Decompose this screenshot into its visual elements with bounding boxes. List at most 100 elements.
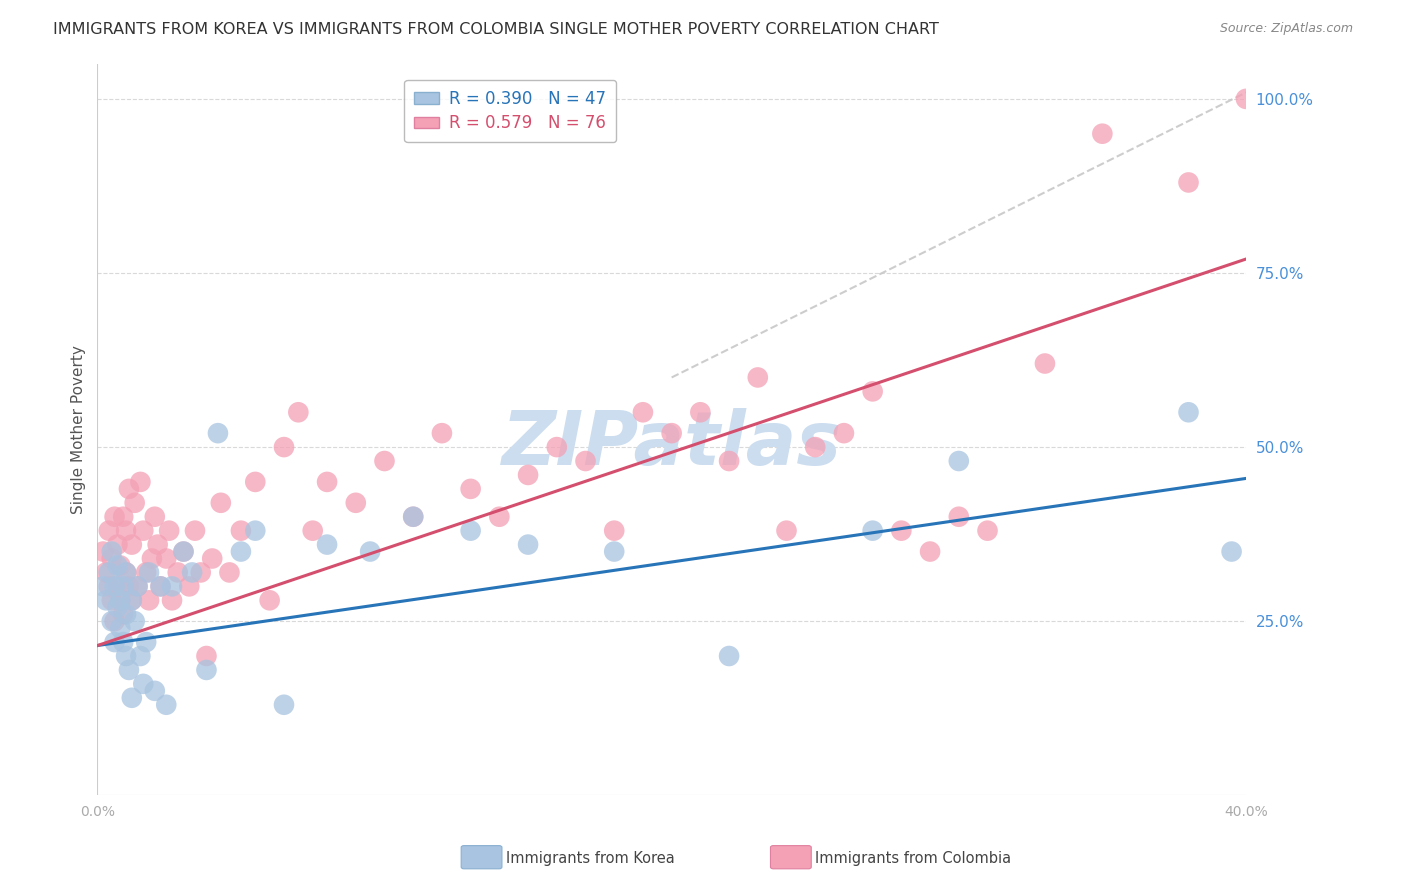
Point — [832, 426, 855, 441]
Point — [166, 566, 188, 580]
Legend: R = 0.390   N = 47, R = 0.579   N = 76: R = 0.390 N = 47, R = 0.579 N = 76 — [405, 79, 616, 143]
Point — [103, 614, 125, 628]
Point — [107, 600, 129, 615]
Point — [718, 648, 741, 663]
Point — [149, 579, 172, 593]
Point — [1033, 357, 1056, 371]
Point — [146, 538, 169, 552]
Point — [160, 593, 183, 607]
Point — [115, 566, 138, 580]
Point — [138, 593, 160, 607]
Point — [138, 566, 160, 580]
Point — [373, 454, 395, 468]
Point — [132, 524, 155, 538]
Point — [97, 579, 120, 593]
Point — [1177, 405, 1199, 419]
Point — [402, 509, 425, 524]
Point — [94, 593, 117, 607]
Y-axis label: Single Mother Poverty: Single Mother Poverty — [72, 345, 86, 514]
Point — [100, 551, 122, 566]
Point — [1220, 544, 1243, 558]
Point — [157, 524, 180, 538]
Point — [100, 614, 122, 628]
Text: Source: ZipAtlas.com: Source: ZipAtlas.com — [1219, 22, 1353, 36]
Point — [245, 475, 267, 489]
Text: Immigrants from Korea: Immigrants from Korea — [506, 851, 675, 865]
Point — [195, 648, 218, 663]
Point — [862, 524, 884, 538]
Point — [603, 544, 626, 558]
Point — [118, 579, 141, 593]
Point — [110, 593, 132, 607]
Point — [1177, 176, 1199, 190]
Point — [100, 544, 122, 558]
Point — [201, 551, 224, 566]
Point — [920, 544, 942, 558]
Point — [207, 426, 229, 441]
Point — [127, 579, 149, 593]
Point — [121, 593, 143, 607]
Text: IMMIGRANTS FROM KOREA VS IMMIGRANTS FROM COLOMBIA SINGLE MOTHER POVERTY CORRELAT: IMMIGRANTS FROM KOREA VS IMMIGRANTS FROM… — [53, 22, 939, 37]
Point — [689, 405, 711, 419]
Point — [631, 405, 654, 419]
Point — [546, 440, 568, 454]
Point — [112, 509, 135, 524]
Point — [430, 426, 453, 441]
Point — [103, 635, 125, 649]
Point — [245, 524, 267, 538]
Point — [460, 524, 482, 538]
Point — [181, 566, 204, 580]
Point — [976, 524, 998, 538]
Point — [273, 440, 295, 454]
Point — [121, 593, 143, 607]
Point — [132, 677, 155, 691]
Point — [112, 607, 135, 622]
Point — [107, 579, 129, 593]
Point — [747, 370, 769, 384]
Point — [112, 635, 135, 649]
Point — [115, 524, 138, 538]
Text: ZIPatlas: ZIPatlas — [502, 408, 842, 481]
Point — [118, 663, 141, 677]
Point — [143, 509, 166, 524]
Point — [124, 614, 146, 628]
Point — [804, 440, 827, 454]
Point — [218, 566, 240, 580]
Point — [890, 524, 912, 538]
Point — [259, 593, 281, 607]
Point — [115, 648, 138, 663]
Point — [155, 551, 177, 566]
Point — [135, 635, 157, 649]
Point — [115, 566, 138, 580]
Point — [103, 579, 125, 593]
Point — [359, 544, 381, 558]
Point — [173, 544, 195, 558]
Point — [179, 579, 201, 593]
Point — [948, 454, 970, 468]
Point — [129, 475, 152, 489]
Point — [862, 384, 884, 399]
Point — [124, 496, 146, 510]
Point — [121, 538, 143, 552]
Point — [127, 579, 149, 593]
Point — [273, 698, 295, 712]
Point — [316, 538, 339, 552]
Point — [460, 482, 482, 496]
Point — [129, 648, 152, 663]
Point — [190, 566, 212, 580]
Point — [115, 607, 138, 622]
Point — [91, 579, 114, 593]
Point — [229, 544, 252, 558]
Point — [97, 524, 120, 538]
Point — [603, 524, 626, 538]
Point — [91, 544, 114, 558]
Point — [135, 566, 157, 580]
Point — [121, 690, 143, 705]
Point — [344, 496, 367, 510]
Point — [1091, 127, 1114, 141]
Point — [103, 509, 125, 524]
Point — [517, 538, 540, 552]
Point — [173, 544, 195, 558]
Point — [97, 566, 120, 580]
Point — [184, 524, 207, 538]
